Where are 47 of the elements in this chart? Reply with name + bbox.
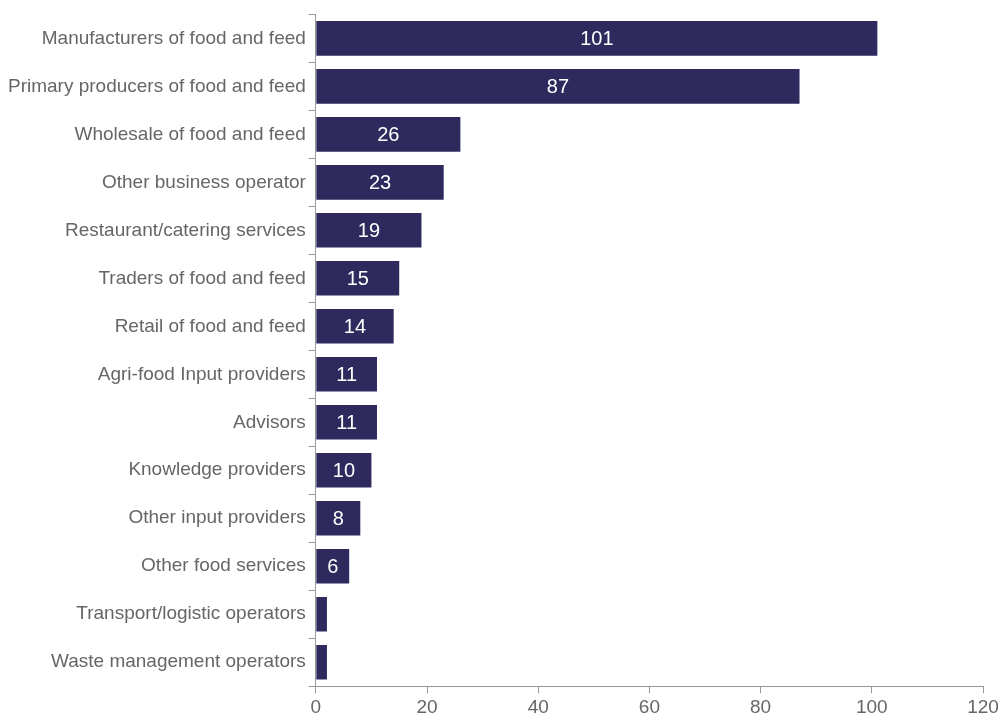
x-tick-label: 40: [527, 695, 549, 717]
data-label: 101: [580, 26, 614, 49]
data-label: 8: [332, 506, 344, 529]
y-tick-label: Knowledge providers: [128, 458, 306, 480]
x-tick-label: 120: [967, 695, 999, 717]
bar: [316, 596, 327, 632]
y-tick-label: Other food services: [141, 554, 306, 576]
data-label: 23: [368, 170, 392, 193]
bar: [316, 21, 878, 56]
bar: [316, 117, 461, 152]
y-tick-label: Manufacturers of food and feed: [41, 26, 306, 48]
y-tick-label: Other input providers: [128, 506, 306, 528]
bar: [316, 357, 377, 392]
data-label: 11: [336, 362, 358, 385]
y-tick-label: Restaurant/catering services: [65, 218, 306, 240]
x-tick-label: 100: [855, 695, 888, 717]
bar: [316, 213, 422, 248]
x-tick-label: 20: [416, 695, 438, 717]
bar: [316, 261, 400, 296]
bar: [316, 309, 394, 344]
y-tick-label: Traders of food and feed: [98, 266, 306, 288]
bar: [316, 452, 372, 488]
bar: [316, 405, 377, 440]
x-tick-label: 0: [310, 695, 322, 717]
y-tick-label: Transport/logistic operators: [76, 602, 306, 624]
y-tick-label: Other business operator: [101, 170, 307, 192]
data-label: 26: [377, 122, 400, 145]
data-label: 14: [343, 314, 367, 337]
bar: [316, 69, 800, 104]
data-label: 10: [332, 458, 355, 481]
data-label: 15: [346, 266, 369, 289]
bar: [316, 500, 361, 536]
y-tick-label: Agri-food Input providers: [97, 362, 306, 384]
y-tick-label: Primary producers of food and feed: [7, 74, 306, 96]
bar: [316, 165, 444, 200]
x-tick-label: 80: [750, 695, 772, 717]
y-tick-label: Wholesale of food and feed: [74, 122, 306, 144]
y-tick-label: Retail of food and feed: [114, 314, 306, 336]
data-label: 6: [327, 554, 339, 577]
data-label: 87: [546, 74, 570, 97]
x-tick-label: 60: [638, 695, 660, 717]
data-label: 19: [357, 218, 381, 241]
bar: [316, 644, 327, 680]
data-label: 11: [336, 410, 358, 433]
y-tick-label: Waste management operators: [50, 650, 306, 672]
y-tick-label: Advisors: [232, 410, 306, 432]
bar: [316, 548, 350, 584]
